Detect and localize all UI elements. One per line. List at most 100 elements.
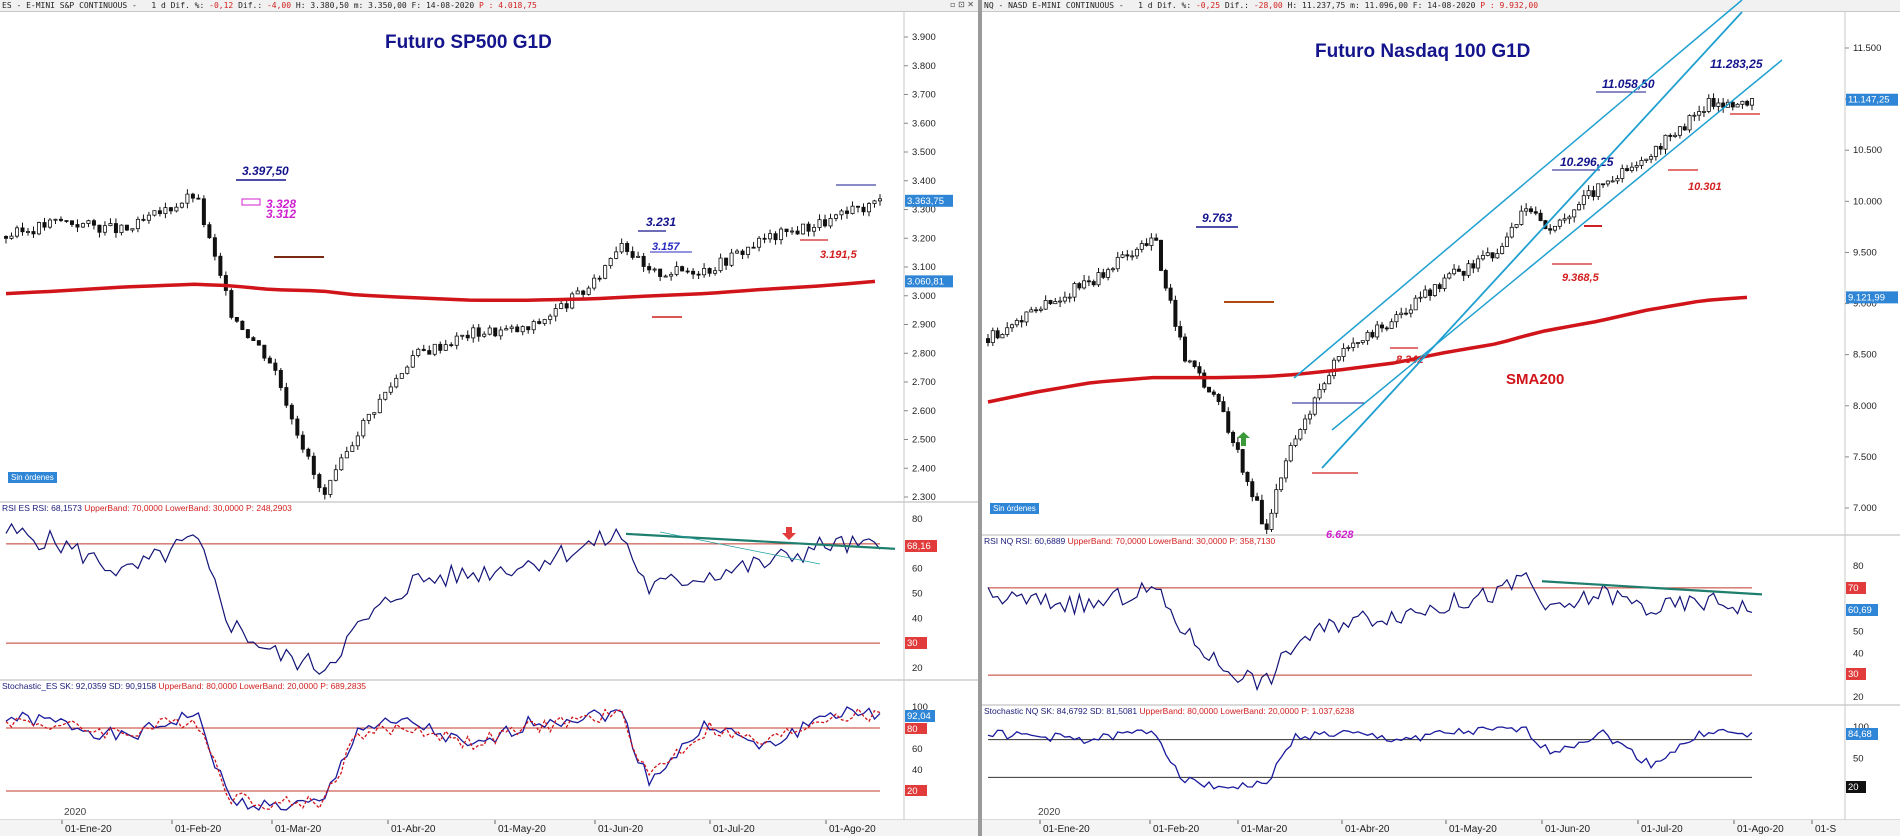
nq-candle-body: [1408, 309, 1413, 314]
nq-candle-body: [1389, 321, 1394, 329]
nq-sto-p: P: 1.037,6238: [1301, 706, 1355, 716]
nq-rsi-lb-label: LowerBand:: [1148, 536, 1194, 546]
nq-candle-body: [1346, 347, 1351, 349]
nq-candle-body: [1259, 499, 1264, 525]
nq-candle-body: [1528, 208, 1533, 213]
es-candle-body: [333, 469, 338, 481]
nq-candle-body: [1605, 180, 1610, 185]
nq-symbol: NQ - NASD E-MINI CONTINUOUS -: [984, 1, 1124, 10]
es-candle-body: [179, 202, 184, 208]
es-candle-body: [328, 479, 333, 495]
es-chart-title: Futuro SP500 G1D: [385, 32, 552, 53]
es-candle-body: [509, 326, 514, 330]
es-date: F: 14-08-2020: [411, 1, 475, 10]
es-orders-badge[interactable]: Sin órdenes: [8, 472, 57, 483]
es-date-axis-bg: [0, 820, 978, 836]
nq-candle-body: [1423, 289, 1428, 298]
es-price-tick-label: 3.100: [912, 262, 936, 273]
nq-orders-badge[interactable]: Sin órdenes: [990, 503, 1039, 514]
es-candle-body: [691, 270, 696, 275]
es-candle-body: [36, 222, 41, 235]
nq-candle-body: [1053, 301, 1058, 305]
es-candle-body: [806, 223, 811, 232]
nq-price-tick-label: 11.500: [1853, 43, 1881, 54]
panel-splitter[interactable]: [978, 0, 982, 836]
es-candle-body: [586, 287, 591, 295]
es-chart-svg: 3.900 3.800 3.700 3.600 3.500 3.400 3.300 3.200…: [0, 12, 978, 836]
es-candle-body: [575, 290, 580, 295]
es-stoch-lower-tag: [905, 785, 927, 796]
es-candle-body: [240, 320, 245, 330]
es-candle-body: [751, 246, 756, 249]
es-candle-body: [630, 251, 635, 258]
nq-candle-body: [1692, 114, 1697, 117]
es-candle-body: [872, 200, 877, 205]
es-candle-body: [438, 343, 443, 351]
nq-annotation-8342: 8.342: [1396, 354, 1424, 366]
es-rsi-band-text: 30: [907, 638, 918, 649]
es-candle-body: [713, 270, 718, 274]
nq-candle-body: [1687, 115, 1692, 131]
es-candle-body: [493, 327, 498, 337]
nq-candle-body: [1288, 445, 1293, 462]
nq-annotation-10296: 10.296,25: [1560, 155, 1614, 169]
es-stoch-header: Stochastic_ES SK: 92,0359 SD: 90,9158 Up…: [0, 681, 367, 692]
nq-sto-value: 84,6792: [1056, 706, 1088, 716]
es-candle-body: [839, 210, 844, 216]
nq-candle-body: [1274, 489, 1279, 514]
nq-candle-body: [1110, 268, 1115, 271]
es-candle-body: [680, 266, 685, 272]
es-window-controls[interactable]: ▫ ⊡ ✕: [950, 0, 974, 9]
nq-candle-body: [1668, 134, 1673, 137]
es-candle-body: [223, 275, 228, 291]
es-p: P : 4.018,75: [478, 1, 537, 10]
nq-candle-body: [1322, 383, 1327, 390]
es-rsi-lb: 30,0000: [212, 503, 244, 513]
nq-channel-upper: [1321, 11, 1743, 469]
nq-candle-body: [1677, 126, 1682, 136]
es-candle-body: [58, 218, 63, 221]
es-candle-body: [196, 197, 201, 200]
nq-difpct-label: Dif. %:: [1157, 1, 1192, 10]
es-candle-body: [746, 246, 751, 255]
nq-candle-body: [1029, 309, 1034, 313]
es-candle-body: [729, 252, 734, 266]
nq-candle-body: [1432, 284, 1437, 296]
es-candle-body: [168, 207, 173, 212]
es-candle-body: [696, 273, 701, 276]
nq-candle-body: [1024, 311, 1029, 323]
nq-candle-body: [1375, 324, 1380, 338]
es-date-tick-label: 01-Ene-20: [65, 824, 112, 835]
nq-candle-body: [1750, 98, 1755, 106]
es-candle-body: [647, 266, 652, 271]
es-last-price-text: 3.363,75: [907, 196, 944, 207]
es-candle-body: [113, 223, 118, 234]
nq-date-axis-bg: [982, 820, 1900, 836]
nq-date: F: 14-08-2020: [1412, 1, 1476, 10]
es-candle-body: [454, 335, 459, 346]
nq-candle-body: [1173, 299, 1178, 327]
es-candle-body: [614, 251, 619, 259]
es-candle-body: [130, 228, 135, 231]
es-rsi-ub-label: UpperBand:: [84, 503, 130, 513]
nq-candle-body: [1601, 183, 1606, 186]
nq-last-price-tag: [1846, 93, 1898, 106]
es-price-tick-label: 3.600: [912, 118, 936, 129]
es-candle-body: [707, 268, 712, 274]
nq-candle-body: [1226, 411, 1231, 433]
es-rsi-last-text: 68,16: [907, 541, 931, 552]
es-candle-body: [212, 237, 217, 257]
es-candle-body: [515, 326, 520, 333]
es-candle-body: [80, 223, 85, 228]
es-candle-body: [828, 217, 833, 227]
nq-candle-body: [1418, 296, 1423, 299]
nq-candle-body: [1538, 212, 1543, 222]
nq-candle-body: [1269, 512, 1274, 530]
nq-rsi-value: 60,6889: [1034, 536, 1066, 546]
es-candle-body: [355, 435, 360, 447]
es-candle-body: [251, 337, 256, 341]
nq-candle-body: [1293, 438, 1298, 446]
es-candle-body: [553, 308, 558, 317]
es-date-tick-label: 01-Jun-20: [598, 824, 643, 835]
nq-candle-body: [1644, 158, 1649, 161]
